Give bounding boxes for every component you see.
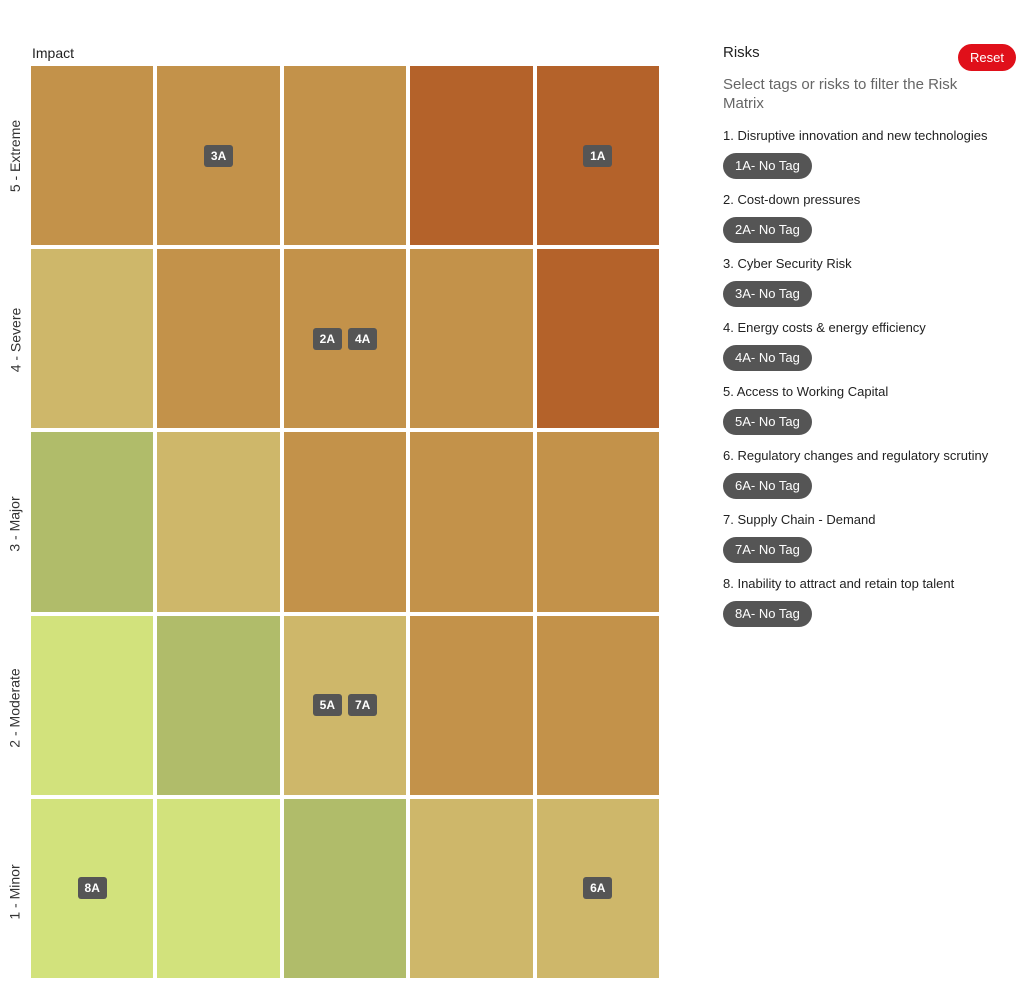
row-label: 3 - Major [0, 434, 30, 614]
risk-item: 8. Inability to attract and retain top t… [723, 574, 1018, 638]
risk-chip[interactable]: 4A [347, 327, 378, 350]
matrix-cell[interactable] [536, 249, 659, 429]
row-label: 4 - Severe [0, 250, 30, 430]
matrix-cell[interactable] [157, 249, 280, 429]
matrix-cell[interactable]: 8A [31, 798, 154, 978]
risk-item: 4. Energy costs & energy efficiency 4A- N… [723, 318, 1018, 382]
risk-tag-pill[interactable]: 3A- No Tag [723, 281, 812, 307]
matrix-cell[interactable] [31, 249, 154, 429]
risk-tag-pill[interactable]: 7A- No Tag [723, 537, 812, 563]
row-label: 1 - Minor [0, 802, 30, 982]
risk-item: 5. Access to Working Capital 5A- No Tag [723, 382, 1018, 446]
risk-item: 3. Cyber Security Risk 3A- No Tag [723, 254, 1018, 318]
risk-chip[interactable]: 7A [347, 694, 378, 717]
matrix-cell[interactable]: 6A [536, 798, 659, 978]
matrix-cell[interactable] [283, 798, 407, 978]
matrix-cell[interactable]: 5A 7A [283, 615, 407, 795]
matrix-cell[interactable] [410, 798, 533, 978]
risk-list: 1. Disruptive innovation and new technol… [723, 126, 1018, 638]
risk-item: 2. Cost-down pressures 2A- No Tag [723, 190, 1018, 254]
risks-title: Risks [723, 44, 760, 61]
matrix-cell[interactable] [31, 432, 154, 612]
row-label-text: 3 - Major [7, 496, 24, 552]
matrix-cell[interactable]: 1A [536, 66, 659, 246]
row-label-text: 5 - Extreme [7, 119, 24, 193]
matrix-cell[interactable] [157, 798, 280, 978]
risk-tag-pill[interactable]: 2A- No Tag [723, 217, 812, 243]
matrix-cell[interactable] [157, 615, 280, 795]
row-label-text: 2 - Moderate [7, 668, 23, 748]
filter-instructions: Select tags or risks to filter the Risk … [723, 76, 958, 112]
risk-chip[interactable]: 1A [583, 144, 613, 167]
risk-item: 6. Regulatory changes and regulatory scr… [723, 446, 1018, 510]
row-label-text: 1 - Minor [7, 864, 24, 920]
risks-sidebar: Risks Reset Select tags or risks to filt… [723, 44, 1018, 638]
matrix-cell[interactable] [410, 66, 533, 246]
risk-chip[interactable]: 5A [312, 694, 342, 717]
risk-tag-pill[interactable]: 6A- No Tag [723, 473, 812, 499]
matrix-cell[interactable] [283, 432, 407, 612]
risk-item: 7. Supply Chain - Demand 7A- No Tag [723, 510, 1018, 574]
risk-name-link[interactable]: 3. Cyber Security Risk [723, 256, 852, 271]
matrix-cell[interactable] [283, 66, 407, 246]
risk-matrix: 3A 1A 2A 4A 5A 7A 8A 6A [31, 66, 659, 978]
risk-tag-pill[interactable]: 5A- No Tag [723, 409, 812, 435]
reset-button[interactable]: Reset [958, 44, 1016, 71]
matrix-cell[interactable] [157, 432, 280, 612]
matrix-cell[interactable]: 3A [157, 66, 280, 246]
row-label: 2 - Moderate [0, 618, 30, 798]
matrix-cell[interactable] [410, 249, 533, 429]
risk-name-link[interactable]: 2. Cost-down pressures [723, 192, 861, 207]
risk-chip[interactable]: 8A [77, 877, 107, 900]
risk-tag-pill[interactable]: 1A- No Tag [723, 153, 812, 179]
risk-name-link[interactable]: 7. Supply Chain - Demand [723, 512, 876, 527]
risk-name-link[interactable]: 1. Disruptive innovation and new technol… [723, 128, 988, 143]
matrix-cell[interactable] [536, 615, 659, 795]
risk-name-link[interactable]: 8. Inability to attract and retain top t… [723, 576, 955, 591]
row-label: 5 - Extreme [0, 66, 30, 246]
risk-name-link[interactable]: 6. Regulatory changes and regulatory scr… [723, 448, 989, 463]
risk-chip[interactable]: 2A [312, 327, 342, 350]
matrix-cell[interactable]: 2A 4A [283, 249, 407, 429]
matrix-cell[interactable] [536, 432, 659, 612]
impact-axis-label: Impact [32, 45, 75, 61]
matrix-cell[interactable] [410, 615, 533, 795]
risk-name-link[interactable]: 4. Energy costs & energy efficiency [723, 320, 926, 335]
risk-chip[interactable]: 3A [203, 144, 234, 167]
risk-tag-pill[interactable]: 8A- No Tag [723, 601, 812, 627]
risk-name-link[interactable]: 5. Access to Working Capital [723, 384, 889, 399]
matrix-cell[interactable] [31, 615, 154, 795]
row-label-text: 4 - Severe [7, 307, 23, 373]
matrix-cell[interactable] [410, 432, 533, 612]
risk-tag-pill[interactable]: 4A- No Tag [723, 345, 812, 371]
risk-chip[interactable]: 6A [583, 877, 613, 900]
risk-item: 1. Disruptive innovation and new technol… [723, 126, 1018, 190]
matrix-cell[interactable] [31, 66, 154, 246]
